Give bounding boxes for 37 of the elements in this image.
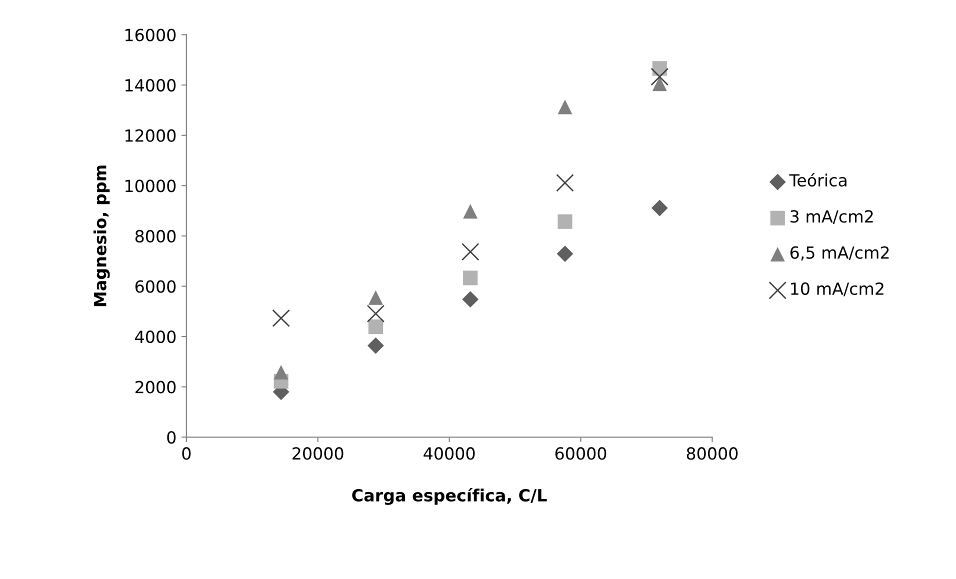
point bbox=[272, 309, 290, 328]
y-tick-label: 16000 bbox=[126, 28, 176, 42]
y-tick-label: 6000 bbox=[135, 280, 176, 293]
point bbox=[462, 291, 479, 308]
point bbox=[558, 214, 572, 229]
point bbox=[463, 204, 478, 219]
legend-label: Teórica bbox=[789, 173, 846, 187]
legend-label: 10 mA/cm2 bbox=[791, 282, 884, 296]
point bbox=[367, 337, 384, 354]
x-tick-label: 60000 bbox=[555, 447, 606, 460]
y-tick-label: 14000 bbox=[126, 79, 176, 92]
x-tick-label: 20000 bbox=[292, 447, 344, 460]
y-tick-label: 8000 bbox=[135, 230, 176, 243]
point bbox=[366, 304, 385, 323]
point bbox=[556, 246, 574, 262]
point bbox=[368, 290, 383, 305]
point bbox=[652, 76, 667, 92]
y-tick-label: 0 bbox=[167, 431, 176, 444]
x-tick-label: 0 bbox=[182, 447, 191, 460]
point bbox=[463, 270, 478, 286]
legend-label: 6,5 mA/cm2 bbox=[790, 246, 889, 261]
y-tick-label: 2000 bbox=[136, 380, 176, 394]
x-axis-title: Carga específica, C/L bbox=[352, 488, 547, 505]
y-tick-label: 10000 bbox=[126, 180, 176, 192]
point bbox=[368, 319, 383, 334]
x-tick-label: 40000 bbox=[424, 447, 475, 460]
x-tick-label: 80000 bbox=[686, 447, 738, 460]
point bbox=[556, 174, 574, 192]
point bbox=[274, 364, 288, 380]
y-tick-label: 4000 bbox=[135, 330, 176, 344]
legend-label: 3 mA/cm2 bbox=[790, 210, 873, 224]
point bbox=[461, 242, 480, 261]
point bbox=[650, 68, 669, 86]
point bbox=[558, 100, 572, 114]
y-axis-title: Magnesio, ppm bbox=[94, 166, 110, 306]
y-tick-label: 12000 bbox=[126, 129, 176, 142]
point bbox=[651, 200, 668, 216]
